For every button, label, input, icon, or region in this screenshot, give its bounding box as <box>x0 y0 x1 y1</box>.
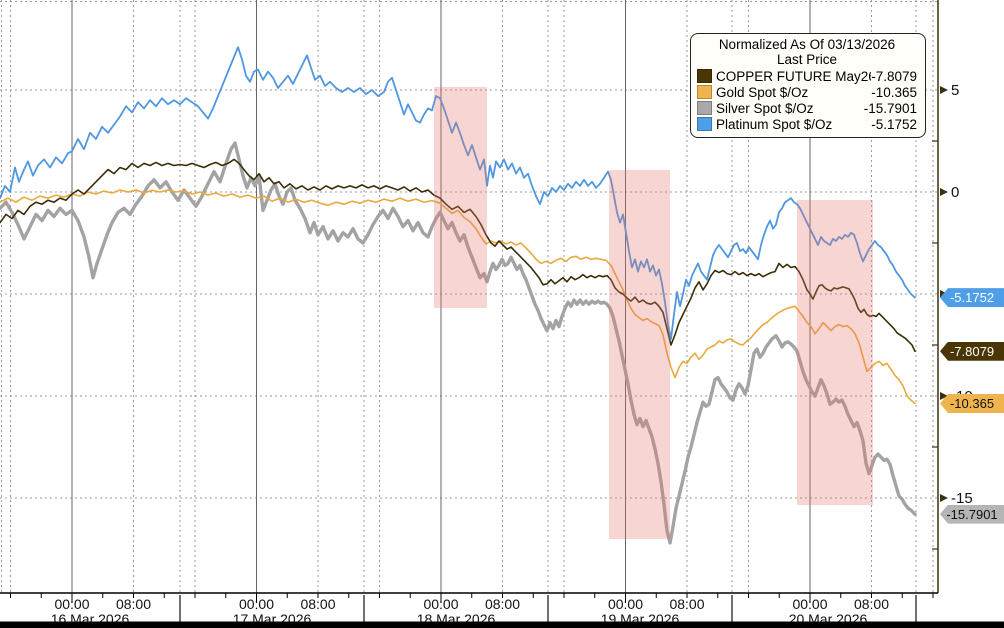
legend-item-platinum: Platinum Spot $/Oz -5.1752 <box>697 116 917 132</box>
highlight-band <box>609 170 670 539</box>
time-label: 00:00 <box>608 596 643 612</box>
y-tick-label: -15 <box>951 490 973 507</box>
legend-item-label: Gold Spot $/Oz <box>716 84 809 100</box>
time-label: 08:00 <box>300 596 335 612</box>
legend-item-label: COPPER FUTURE May26 <box>716 68 872 84</box>
time-label: 08:00 <box>669 596 704 612</box>
time-label: 00:00 <box>54 596 89 612</box>
legend-item-silver: Silver Spot $/Oz -15.7901 <box>697 100 917 116</box>
legend-item-gold: Gold Spot $/Oz -10.365 <box>697 84 917 100</box>
legend-item-label: Silver Spot $/Oz <box>716 100 814 116</box>
time-label: 08:00 <box>116 596 151 612</box>
series-line-copper <box>0 158 916 353</box>
legend-title: Normalized As Of 03/13/2026 <box>718 37 896 52</box>
highlight-band <box>797 200 873 505</box>
legend-item-value: -7.8079 <box>871 68 917 84</box>
bottom-bar <box>0 621 1004 628</box>
copper-swatch-icon <box>697 69 712 83</box>
series-line-gold <box>0 189 916 405</box>
price-badge-copper: -7.8079 <box>940 341 1004 361</box>
series-line-silver <box>0 141 917 545</box>
time-label: 00:00 <box>239 596 274 612</box>
legend-subtitle: Last Price <box>776 52 838 67</box>
time-label: 00:00 <box>792 596 827 612</box>
legend-item-value: -5.1752 <box>871 116 917 132</box>
highlight-band <box>434 87 487 308</box>
gold-swatch-icon <box>697 85 712 99</box>
time-label: 08:00 <box>854 596 889 612</box>
price-badge-silver: -15.7901 <box>940 504 1004 524</box>
price-badge-platinum: -5.1752 <box>940 288 1004 308</box>
y-tick-arrow-icon <box>940 494 948 502</box>
legend-item-value: -15.7901 <box>863 100 917 116</box>
platinum-swatch-icon <box>697 117 712 131</box>
silver-swatch-icon <box>697 101 712 115</box>
time-label: 00:00 <box>423 596 458 612</box>
legend-item-label: Platinum Spot $/Oz <box>716 116 833 132</box>
y-tick-arrow-icon <box>940 188 948 196</box>
chart-legend[interactable]: Normalized As Of 03/13/2026 Last Price C… <box>690 33 926 138</box>
y-tick-arrow-icon <box>940 86 948 94</box>
price-badge-gold: -10.365 <box>940 393 1004 413</box>
y-tick-label: 0 <box>951 184 959 201</box>
y-tick-arrow-icon <box>940 392 948 400</box>
legend-item-copper: COPPER FUTURE May26 -7.8079 <box>697 68 917 84</box>
time-label: 08:00 <box>485 596 520 612</box>
legend-item-value: -10.365 <box>871 84 917 100</box>
series-line-platinum <box>0 46 916 340</box>
y-tick-label: 5 <box>951 82 959 99</box>
